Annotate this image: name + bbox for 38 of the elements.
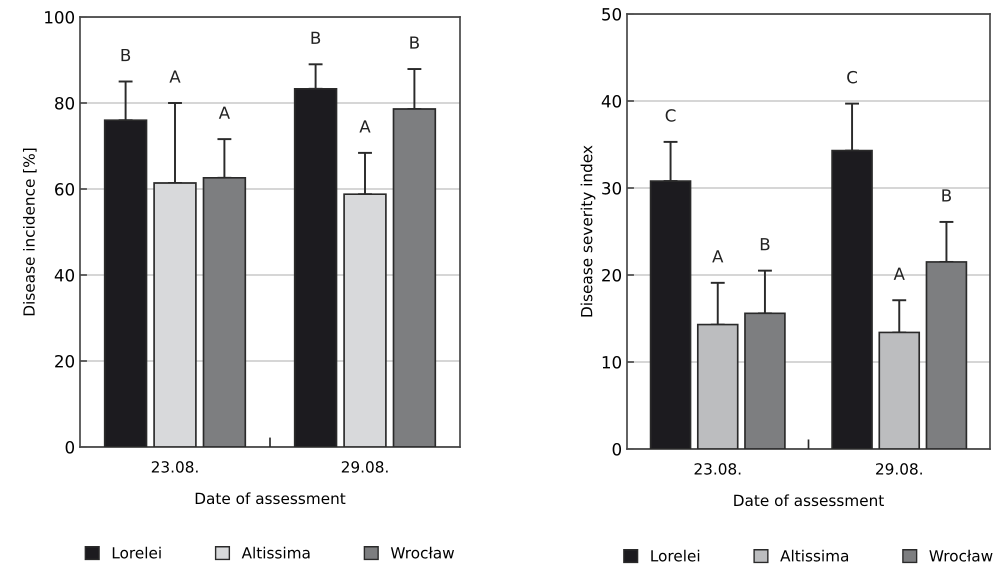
- y-tick-label: 30: [602, 182, 622, 195]
- annotation: C: [847, 70, 857, 84]
- y-axis-title: Disease incidence [%]: [22, 148, 37, 316]
- x-axis-title: Date of assessment: [196, 492, 346, 504]
- annotation: B: [410, 36, 419, 49]
- y-tick-label: 40: [602, 94, 622, 108]
- x-tick-label: 23.08.: [152, 461, 198, 473]
- y-tick-label: 0: [612, 442, 622, 456]
- y-tick-label: 40: [54, 268, 74, 282]
- annotation: C: [666, 109, 676, 122]
- x-tick-label: 23.08.: [694, 463, 740, 475]
- legend-label: Altissima: [242, 546, 310, 559]
- annotation: B: [122, 48, 130, 62]
- legend-label: Altissima: [780, 550, 848, 562]
- y-tick-label: 60: [55, 182, 74, 196]
- y-tick-label: 0: [66, 440, 74, 454]
- y-tick-label: 10: [602, 356, 622, 369]
- annotation: A: [359, 120, 371, 132]
- legend-label: Wrocław: [929, 550, 993, 562]
- y-tick-label: 100: [45, 10, 74, 24]
- legend-label: Lorelei: [651, 550, 700, 562]
- annotation: B: [312, 32, 320, 44]
- annotation: A: [894, 268, 905, 280]
- annotation: A: [218, 106, 230, 119]
- annotation: B: [942, 189, 951, 202]
- annotation: A: [169, 70, 181, 83]
- legend-label: Lorelei: [112, 546, 161, 559]
- y-tick-label: 80: [55, 96, 74, 110]
- y-tick-label: 50: [602, 8, 622, 21]
- annotation: A: [712, 250, 724, 262]
- y-tick-label: 20: [55, 354, 74, 368]
- x-axis-title: Date of assessment: [734, 494, 884, 506]
- x-tick-label: 29.08.: [876, 463, 922, 475]
- y-axis-title: Disease severity index: [580, 146, 596, 316]
- legend-label: Wrocław: [390, 546, 454, 559]
- annotation: B: [760, 238, 770, 250]
- y-tick-label: 20: [602, 268, 622, 282]
- x-tick-label: 29.08.: [342, 461, 388, 473]
